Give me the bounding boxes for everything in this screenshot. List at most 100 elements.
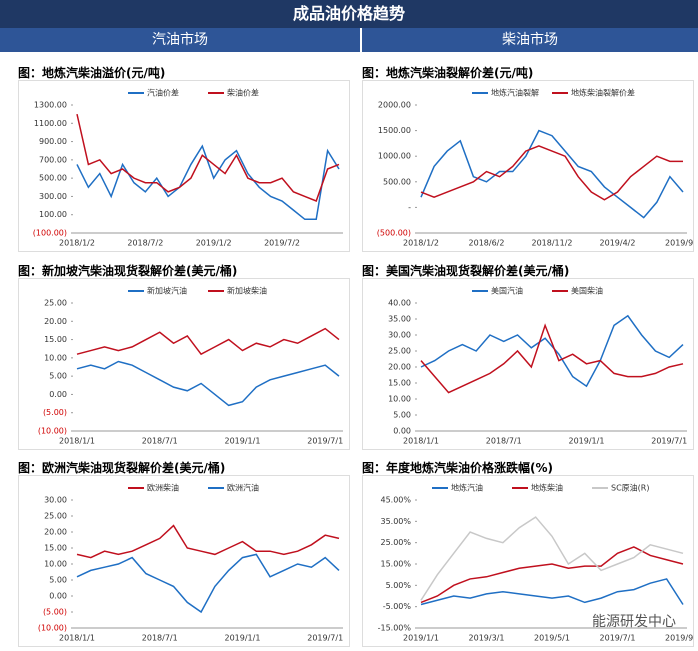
y-tick-label: 10.00: [44, 353, 67, 362]
series-line: [420, 546, 684, 604]
chart: (10.00) (5.00) 0.00 5.00 10.00 15.00 20.00 25.0…: [18, 278, 350, 450]
y-tick-label: (10.00): [38, 427, 67, 436]
y-tick-label: 0.00: [49, 390, 67, 399]
legend-label: 地炼柴油裂解价差: [571, 88, 635, 98]
y-tick-label: -5.00%: [383, 602, 412, 611]
legend-label: 地炼柴油: [531, 483, 563, 493]
legend-label: 地炼汽油: [451, 483, 483, 493]
x-tick-label: 2018/7/2: [127, 239, 163, 248]
y-tick-label: (100.00): [33, 229, 67, 238]
x-tick-label: 2018/7/1: [486, 437, 522, 446]
x-tick-label: 2019/7/1: [307, 634, 343, 643]
watermark: 能源研发中心: [592, 614, 676, 630]
chart: (100.00) 100.00 300.00 500.00 700.00 900.00 11…: [18, 80, 350, 252]
x-tick-label: 2019/4/2: [600, 239, 636, 248]
x-tick-label: 2019/7/1: [307, 437, 343, 446]
y-tick-label: 25.00: [44, 512, 67, 521]
y-tick-label: 20.00: [44, 528, 67, 537]
series-line: [76, 553, 340, 614]
y-tick-label: 500.00: [39, 174, 67, 183]
y-tick-label: 15.00: [44, 335, 67, 344]
legend-label: 地炼汽油裂解: [491, 88, 539, 98]
y-tick-label: -15.00%: [378, 624, 412, 633]
x-tick-label: 2019/1/1: [403, 634, 439, 643]
y-tick-label: 5.00: [393, 411, 411, 420]
y-tick-label: 35.00: [388, 315, 411, 324]
section-bar: 汽油市场 柴油市场: [0, 28, 698, 52]
y-tick-label: 500.00: [383, 177, 411, 186]
series-line: [76, 524, 340, 559]
chart-title: 图：新加坡汽柴油现货裂解价差(美元/桶): [18, 264, 238, 278]
y-tick-label: 25.00: [44, 299, 67, 308]
series-line: [420, 323, 684, 394]
y-tick-label: 15.00: [388, 379, 411, 388]
chart-title: 图：地炼汽柴油裂解价差(元/吨): [362, 66, 534, 80]
y-tick-label: 25.00: [388, 347, 411, 356]
x-tick-label: 2018/1/1: [59, 437, 95, 446]
x-tick-label: 2018/1/2: [403, 239, 439, 248]
y-tick-label: 45.00%: [380, 496, 411, 505]
x-tick-label: 2019/1/1: [225, 634, 261, 643]
y-tick-label: 2000.00: [378, 101, 411, 110]
x-tick-label: 2019/7/1: [600, 634, 636, 643]
page-title: 成品油价格趋势: [0, 0, 698, 28]
legend-label: 美国汽油: [491, 286, 523, 296]
y-tick-label: (5.00): [43, 408, 67, 417]
x-tick-label: 2018/1/1: [59, 634, 95, 643]
chart-title: 图：欧洲汽柴油现货裂解价差(美元/桶): [18, 461, 226, 475]
legend-label: 欧洲柴油: [147, 483, 179, 493]
x-tick-label: 2019/9/2: [665, 239, 694, 248]
y-tick-label: 35.00%: [380, 517, 411, 526]
y-tick-label: 1000.00: [378, 152, 411, 161]
series-line: [420, 129, 684, 219]
chart: (500.00) - 500.00 1000.00 1500.00 2000.00 2018…: [362, 80, 694, 252]
legend-label: 欧洲汽油: [227, 483, 259, 493]
y-tick-label: 0.00: [49, 592, 67, 601]
y-tick-label: 1100.00: [34, 119, 67, 128]
chart: 0.00 5.00 10.00 15.00 20.00 25.00 30.00 35.00 40…: [362, 278, 694, 450]
x-tick-label: 2019/9/1: [665, 634, 694, 643]
y-tick-label: 5.00: [49, 576, 67, 585]
x-tick-label: 2018/7/1: [142, 634, 178, 643]
y-tick-label: 900.00: [39, 137, 67, 146]
y-tick-label: 300.00: [39, 192, 67, 201]
y-tick-label: 25.00%: [380, 538, 411, 547]
legend-label: 新加坡汽油: [147, 286, 187, 296]
y-tick-label: 40.00: [388, 299, 411, 308]
y-tick-label: 1300.00: [34, 101, 67, 110]
series-line: [76, 327, 340, 356]
series-line: [420, 314, 684, 388]
y-tick-label: (10.00): [38, 624, 67, 633]
legend-label: 汽油价差: [147, 88, 179, 98]
y-tick-label: 20.00: [388, 363, 411, 372]
y-tick-label: 20.00: [44, 317, 67, 326]
x-tick-label: 2019/7/1: [651, 437, 687, 446]
x-tick-label: 2019/7/2: [264, 239, 300, 248]
y-tick-label: (5.00): [43, 608, 67, 617]
y-tick-label: 10.00: [388, 395, 411, 404]
y-tick-label: 30.00: [388, 331, 411, 340]
series-line: [76, 144, 340, 221]
legend-label: SC原油(R): [611, 483, 649, 493]
x-tick-label: 2019/5/1: [534, 634, 570, 643]
chart: -15.00% -5.00% 5.00% 15.00% 25.00% 35.00% 45.0…: [362, 475, 694, 647]
legend-label: 新加坡柴油: [227, 286, 267, 296]
x-tick-label: 2018/1/2: [59, 239, 95, 248]
series-line: [420, 145, 683, 201]
x-tick-label: 2019/1/2: [196, 239, 232, 248]
legend-label: 美国柴油: [571, 286, 603, 296]
y-tick-label: 0.00: [393, 427, 411, 436]
section-label: 汽油市场: [0, 28, 362, 52]
section-label: 柴油市场: [502, 32, 558, 48]
y-tick-label: 15.00: [44, 544, 67, 553]
x-tick-label: 2018/6/2: [469, 239, 505, 248]
x-tick-label: 2018/7/1: [142, 437, 178, 446]
legend-label: 柴油价差: [227, 88, 259, 98]
x-tick-label: 2019/1/1: [225, 437, 261, 446]
y-tick-label: 5.00: [49, 372, 67, 381]
x-tick-label: 2019/1/1: [569, 437, 605, 446]
y-tick-label: 10.00: [44, 560, 67, 569]
y-tick-label: 5.00%: [386, 581, 412, 590]
x-tick-label: 2018/11/2: [531, 239, 572, 248]
